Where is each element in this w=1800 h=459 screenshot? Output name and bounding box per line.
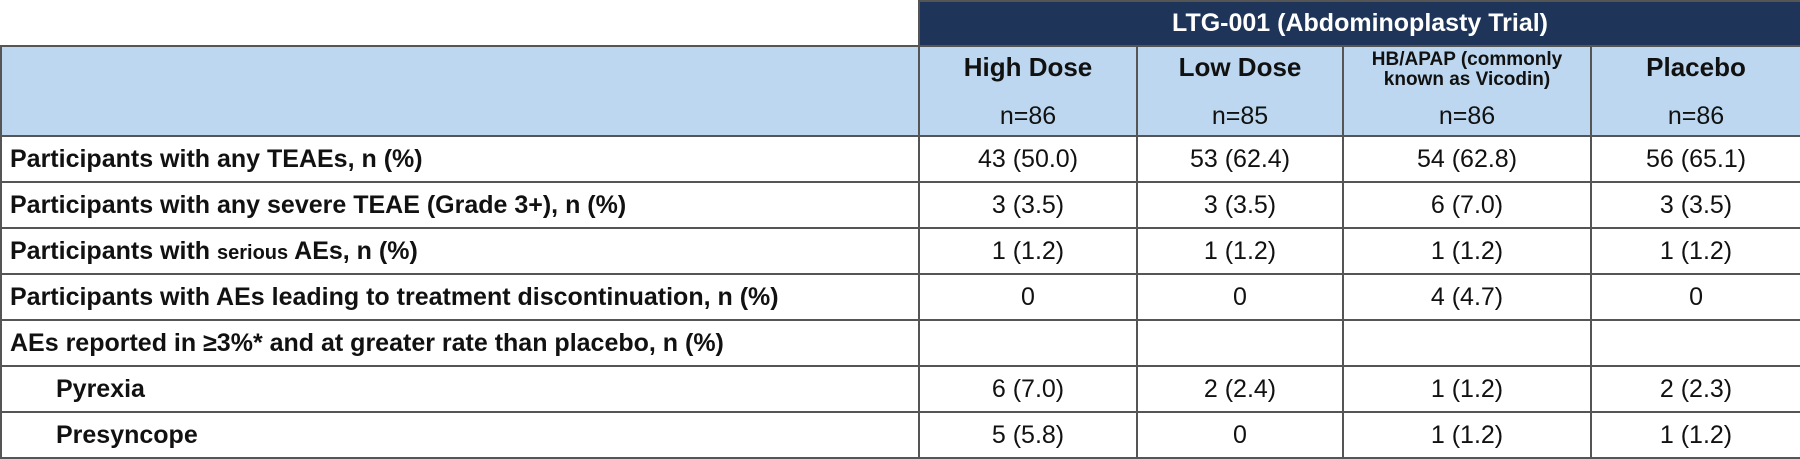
cell-value: 1 (1.2) — [1589, 227, 1800, 275]
group-name: Placebo — [1646, 52, 1746, 82]
table-row: Participants with serious AEs, n (%) 1 (… — [0, 227, 1800, 275]
cell-value: 54 (62.8) — [1342, 135, 1592, 183]
cell-value: 1 (1.2) — [918, 227, 1138, 275]
cell-value: 2 (2.3) — [1589, 365, 1800, 413]
cell-value: 56 (65.1) — [1589, 135, 1800, 183]
trial-title: LTG-001 (Abdominoplasty Trial) — [917, 0, 1800, 47]
cell-value — [1342, 319, 1592, 367]
group-header-low-dose: Low Dose n=85 — [1136, 45, 1344, 137]
group-n: n=86 — [999, 102, 1057, 130]
group-name: HB/APAP (commonly known as Vicodin) — [1371, 49, 1563, 90]
cell-value: 43 (50.0) — [918, 135, 1138, 183]
cell-value: 1 (1.2) — [1342, 411, 1592, 459]
row-label: Pyrexia — [0, 365, 920, 413]
row-label-part: Participants with — [10, 236, 217, 265]
table-row: Participants with any TEAEs, n (%) 43 (5… — [0, 135, 1800, 183]
cell-value: 0 — [1589, 273, 1800, 321]
cell-value: 3 (3.5) — [1589, 181, 1800, 229]
cell-value — [918, 319, 1138, 367]
trial-header-row: LTG-001 (Abdominoplasty Trial) — [1, 0, 1800, 47]
cell-value: 0 — [918, 273, 1138, 321]
group-n: n=86 — [1667, 102, 1725, 130]
cell-value: 4 (4.7) — [1342, 273, 1592, 321]
row-label: Participants with serious AEs, n (%) — [0, 227, 920, 275]
row-label-part: AEs, n (%) — [288, 236, 418, 265]
cell-value: 6 (7.0) — [1342, 181, 1592, 229]
cell-value: 3 (3.5) — [1136, 181, 1344, 229]
group-name: Low Dose — [1178, 52, 1302, 82]
group-header-hb-apap: HB/APAP (commonly known as Vicodin) n=86 — [1342, 45, 1592, 137]
group-header-row: High Dose n=86 Low Dose n=85 HB/APAP (co… — [0, 45, 1800, 137]
group-header-placebo: Placebo n=86 — [1589, 45, 1800, 137]
cell-value: 5 (5.8) — [918, 411, 1138, 459]
cell-value: 1 (1.2) — [1342, 365, 1592, 413]
cell-value — [1589, 319, 1800, 367]
cell-value: 53 (62.4) — [1136, 135, 1344, 183]
row-label: Participants with any TEAEs, n (%) — [0, 135, 920, 183]
table-row: Pyrexia 6 (7.0) 2 (2.4) 1 (1.2) 2 (2.3) — [0, 365, 1800, 413]
table-row: Participants with any severe TEAE (Grade… — [0, 181, 1800, 229]
group-header-blank-cell — [0, 45, 920, 137]
cell-value: 3 (3.5) — [918, 181, 1138, 229]
cell-value: 0 — [1136, 411, 1344, 459]
cell-value: 2 (2.4) — [1136, 365, 1344, 413]
group-n: n=85 — [1211, 102, 1269, 130]
cell-value: 1 (1.2) — [1136, 227, 1344, 275]
row-label-part: serious — [216, 241, 289, 264]
row-label: Participants with any severe TEAE (Grade… — [0, 181, 920, 229]
cell-value: 0 — [1136, 273, 1344, 321]
row-label: AEs reported in ≥3%* and at greater rate… — [0, 319, 920, 367]
group-name: High Dose — [963, 52, 1093, 82]
table-row: Presyncope 5 (5.8) 0 1 (1.2) 1 (1.2) — [0, 411, 1800, 459]
row-label: Presyncope — [0, 411, 920, 459]
header-blank-cell — [1, 1, 920, 47]
cell-value — [1136, 319, 1344, 367]
table-row: AEs reported in ≥3%* and at greater rate… — [0, 319, 1800, 367]
cell-value: 1 (1.2) — [1342, 227, 1592, 275]
row-label: Participants with AEs leading to treatme… — [0, 273, 920, 321]
cell-value: 1 (1.2) — [1589, 411, 1800, 459]
group-header-high-dose: High Dose n=86 — [918, 45, 1138, 137]
table-row: Participants with AEs leading to treatme… — [0, 273, 1800, 321]
cell-value: 6 (7.0) — [918, 365, 1138, 413]
group-n: n=86 — [1438, 102, 1496, 130]
